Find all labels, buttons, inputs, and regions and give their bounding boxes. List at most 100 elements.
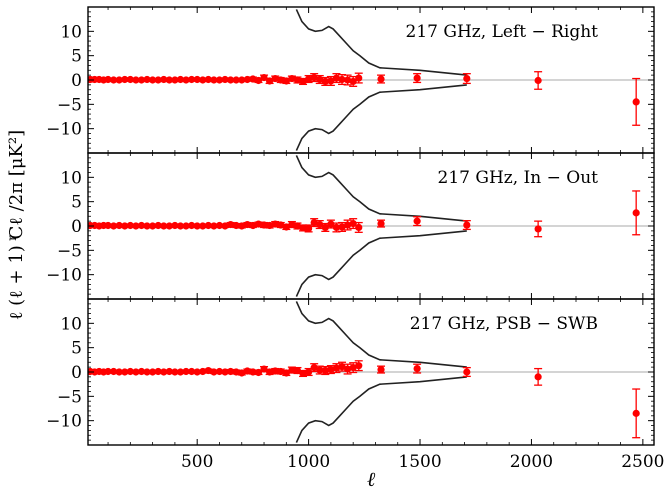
data-point bbox=[305, 368, 313, 376]
envelope-upper-curve bbox=[295, 301, 467, 368]
y-tick-label: −10 bbox=[46, 266, 82, 286]
data-point bbox=[277, 367, 285, 376]
x-tick-label: 2000 bbox=[510, 452, 553, 472]
y-tick-label: 0 bbox=[71, 217, 82, 237]
data-point bbox=[349, 364, 357, 372]
plot-area bbox=[88, 155, 641, 297]
y-axis-label: ℓ (ℓ + 1) Cℓ /2π [μK²] bbox=[6, 130, 27, 320]
data-point bbox=[332, 364, 341, 372]
x-tick-label: 1000 bbox=[287, 452, 330, 472]
data-point bbox=[293, 222, 302, 230]
data-point bbox=[463, 74, 471, 83]
data-point bbox=[413, 74, 421, 82]
data-point bbox=[355, 223, 363, 232]
data-point bbox=[243, 367, 251, 375]
data-point bbox=[463, 221, 471, 229]
data-point bbox=[377, 75, 385, 83]
data-point bbox=[282, 223, 290, 231]
data-point bbox=[377, 365, 385, 374]
data-point bbox=[632, 409, 640, 417]
data-point bbox=[632, 209, 640, 217]
data-point bbox=[221, 222, 229, 230]
y-tick-label: 0 bbox=[71, 71, 82, 91]
data-point bbox=[260, 73, 268, 82]
data-point bbox=[260, 365, 268, 373]
envelope-upper-curve bbox=[295, 155, 467, 222]
data-point bbox=[316, 220, 324, 229]
data-point bbox=[332, 223, 341, 232]
envelope-lower-curve bbox=[295, 376, 467, 443]
x-tick-label: 500 bbox=[181, 452, 213, 472]
data-point bbox=[204, 366, 212, 375]
panel-title: 217 GHz, Left − Right bbox=[406, 22, 599, 42]
y-tick-label: 0 bbox=[71, 363, 82, 383]
panels: −10 −5 0 5 10 217 GHz, Left − Right −10 −5 0 5 10 2… bbox=[46, 6, 664, 472]
data-point bbox=[316, 366, 324, 374]
y-tick-label: 5 bbox=[71, 193, 82, 213]
data-point bbox=[282, 77, 290, 85]
x-axis-label: ℓ bbox=[367, 467, 376, 491]
data-point bbox=[327, 220, 335, 228]
y-tick-label: −5 bbox=[57, 95, 82, 115]
plot-area bbox=[88, 301, 641, 443]
data-point bbox=[299, 77, 307, 86]
envelope-upper-curve bbox=[295, 9, 467, 76]
data-point bbox=[377, 219, 385, 228]
data-point bbox=[321, 77, 329, 86]
y-tick-label: 10 bbox=[60, 314, 82, 334]
data-point bbox=[338, 75, 346, 84]
panel-title: 217 GHz, In − Out bbox=[438, 168, 599, 188]
data-point bbox=[266, 77, 274, 85]
data-point bbox=[327, 365, 335, 374]
y-tick-label: 10 bbox=[60, 22, 82, 42]
data-point bbox=[238, 222, 246, 230]
y-tick-label: −5 bbox=[57, 387, 82, 407]
data-point bbox=[413, 364, 421, 373]
data-point bbox=[344, 76, 352, 84]
y-tick-label: −10 bbox=[46, 120, 82, 140]
data-point bbox=[338, 223, 346, 231]
x-tick-label: 2500 bbox=[621, 452, 664, 472]
data-point bbox=[349, 219, 357, 228]
data-point bbox=[277, 221, 285, 229]
data-point bbox=[534, 76, 542, 85]
data-point bbox=[254, 76, 263, 85]
plot-area bbox=[88, 9, 641, 151]
y-tick-label: 5 bbox=[71, 339, 82, 359]
data-point bbox=[271, 74, 279, 83]
data-point bbox=[321, 223, 329, 232]
y-tick-label: 10 bbox=[60, 168, 82, 188]
y-tick-label: 5 bbox=[71, 47, 82, 67]
data-point bbox=[266, 221, 274, 230]
x-tick-label: 1500 bbox=[398, 452, 441, 472]
data-point bbox=[282, 369, 290, 377]
data-point bbox=[238, 369, 246, 377]
panel-1: −10 −5 0 5 10 217 GHz, Left − Right bbox=[46, 6, 655, 154]
data-point bbox=[463, 368, 471, 376]
panel-2: −10 −5 0 5 10 217 GHz, In − Out bbox=[46, 152, 655, 300]
envelope-lower-curve bbox=[295, 230, 467, 297]
data-point bbox=[299, 224, 307, 232]
envelope-lower-curve bbox=[295, 84, 467, 151]
data-point bbox=[321, 366, 329, 375]
y-tick-label: −10 bbox=[46, 412, 82, 432]
data-point bbox=[534, 373, 542, 381]
data-point bbox=[344, 365, 352, 373]
data-point bbox=[232, 368, 240, 376]
data-point bbox=[249, 75, 257, 83]
panel-title: 217 GHz, PSB − SWB bbox=[410, 314, 598, 334]
data-point bbox=[355, 362, 363, 370]
y-axis-label-superscript: r bbox=[5, 235, 19, 241]
data-point bbox=[332, 74, 341, 82]
data-point bbox=[534, 225, 542, 233]
y-tick-label: −5 bbox=[57, 241, 82, 261]
data-point bbox=[254, 368, 263, 377]
data-point bbox=[355, 74, 363, 82]
data-point bbox=[243, 220, 251, 229]
data-point bbox=[293, 366, 302, 375]
data-point bbox=[227, 220, 235, 229]
data-point bbox=[344, 221, 352, 229]
data-point bbox=[249, 221, 257, 230]
data-point bbox=[413, 217, 421, 225]
